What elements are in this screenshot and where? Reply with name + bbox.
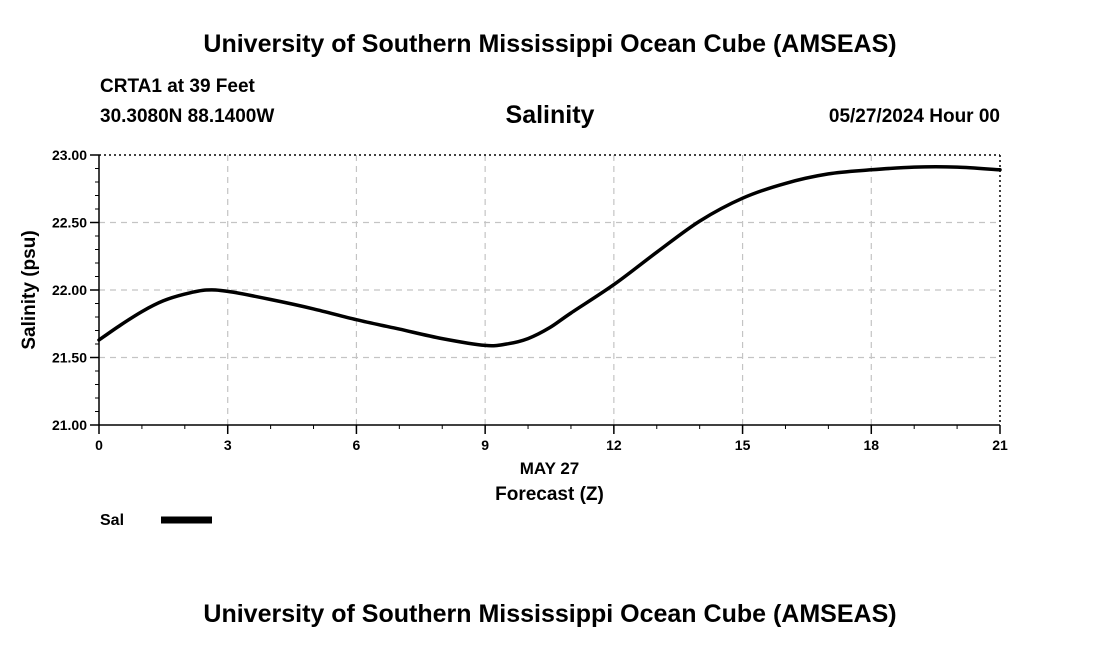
coordinates-label: 30.3080N 88.1400W <box>100 106 275 127</box>
x-tick-label: 12 <box>606 437 622 453</box>
x-tick-label: 9 <box>481 437 489 453</box>
bottom-title: University of Southern Mississippi Ocean… <box>203 600 897 628</box>
x-tick-label: 21 <box>992 437 1008 453</box>
x-tick-label: 6 <box>353 437 361 453</box>
x-tick-label: 0 <box>95 437 103 453</box>
station-label: CRTA1 at 39 Feet <box>100 76 255 97</box>
y-axis-title: Salinity (psu) <box>19 230 40 349</box>
legend-label: Sal <box>100 512 124 529</box>
top-title: University of Southern Mississippi Ocean… <box>203 30 897 58</box>
y-tick-label: 21.00 <box>52 417 87 433</box>
y-tick-label: 22.50 <box>52 215 87 231</box>
y-tick-label: 22.00 <box>52 282 87 298</box>
x-axis-title: Forecast (Z) <box>495 484 604 505</box>
x-tick-label: 15 <box>735 437 751 453</box>
chart-title: Salinity <box>505 101 595 129</box>
y-tick-label: 21.50 <box>52 350 87 366</box>
datetime-label: 05/27/2024 Hour 00 <box>828 106 1000 127</box>
series-line-sal <box>97 165 1002 348</box>
x-axis-date-label: MAY 27 <box>520 459 580 478</box>
x-tick-label: 3 <box>224 437 232 453</box>
x-tick-label: 18 <box>863 437 879 453</box>
y-tick-label: 23.00 <box>52 147 87 163</box>
